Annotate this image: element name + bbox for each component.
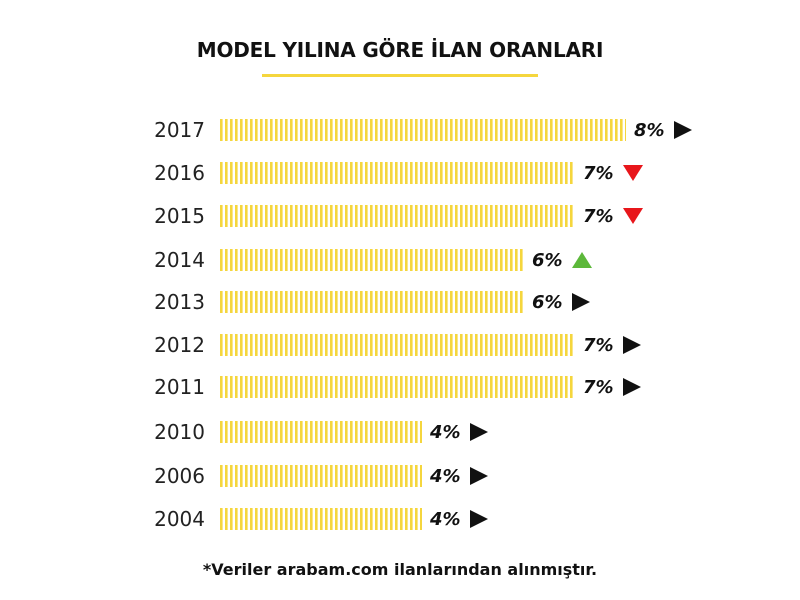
year-label-2011: 2011 — [154, 375, 205, 399]
year-label-2017: 2017 — [154, 118, 205, 142]
trend-neutral-icon — [572, 293, 590, 311]
value-label-2014: 6% — [532, 250, 563, 271]
trend-neutral-icon — [470, 467, 488, 485]
year-label-2016: 2016 — [154, 161, 205, 185]
value-label-2004: 4% — [429, 509, 461, 530]
bar-2014 — [218, 249, 524, 271]
chart-title: MODEL YILINA GÖRE İLAN ORANLARI — [196, 38, 604, 62]
trend-down-icon — [623, 165, 643, 181]
footnote: *Veriler arabam.com ilanlarından alınmış… — [202, 560, 598, 579]
trend-down-icon — [623, 208, 643, 224]
value-label-2010: 4% — [429, 422, 461, 443]
bar-2017 — [218, 119, 626, 141]
trend-neutral-icon — [623, 336, 641, 354]
year-label-2004: 2004 — [154, 507, 205, 531]
bar-2012 — [218, 334, 575, 356]
trend-neutral-icon — [470, 510, 488, 528]
bar-2004 — [218, 508, 422, 530]
value-label-2012: 7% — [583, 335, 614, 356]
trend-neutral-icon — [674, 121, 692, 139]
bar-2015 — [218, 205, 575, 227]
trend-neutral-icon — [623, 378, 641, 396]
trend-up-icon — [572, 252, 592, 268]
year-label-2014: 2014 — [154, 248, 205, 272]
bar-2011 — [218, 376, 575, 398]
value-label-2013: 6% — [532, 292, 563, 313]
bar-2016 — [218, 162, 575, 184]
bar-2010 — [218, 421, 422, 443]
year-label-2010: 2010 — [154, 420, 205, 444]
year-label-2006: 2006 — [154, 464, 205, 488]
value-label-2015: 7% — [583, 206, 614, 227]
year-label-2012: 2012 — [154, 333, 205, 357]
bar-2013 — [218, 291, 524, 313]
year-label-2013: 2013 — [154, 290, 205, 314]
value-label-2006: 4% — [429, 466, 461, 487]
value-label-2017: 8% — [634, 120, 665, 141]
year-label-2015: 2015 — [154, 204, 205, 228]
trend-neutral-icon — [470, 423, 488, 441]
value-label-2016: 7% — [583, 163, 614, 184]
title-underline — [262, 74, 538, 77]
value-label-2011: 7% — [583, 377, 614, 398]
bar-2006 — [218, 465, 422, 487]
